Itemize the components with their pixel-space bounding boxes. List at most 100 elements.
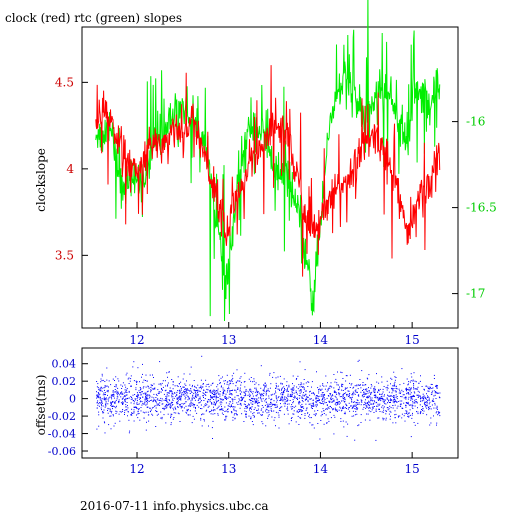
- offset-point: [118, 413, 120, 415]
- offset-point: [128, 383, 130, 384]
- offset-point: [424, 402, 426, 404]
- offset-point: [152, 406, 154, 408]
- offset-point: [216, 396, 218, 398]
- offset-point: [327, 388, 329, 390]
- bottom-y-tick-label: -0.02: [48, 410, 76, 423]
- offset-point: [273, 372, 275, 374]
- offset-point: [227, 405, 229, 407]
- offset-point: [313, 413, 315, 415]
- offset-point: [393, 401, 395, 403]
- offset-point: [363, 395, 365, 397]
- offset-point: [173, 397, 175, 399]
- offset-point: [177, 406, 179, 407]
- offset-point: [353, 401, 354, 403]
- offset-point: [293, 401, 294, 403]
- offset-point: [379, 397, 381, 399]
- offset-point: [305, 393, 307, 395]
- offset-point: [146, 421, 147, 423]
- offset-point: [411, 376, 413, 378]
- offset-point: [333, 408, 335, 410]
- offset-point: [239, 393, 241, 395]
- offset-point: [148, 414, 150, 416]
- offset-point: [300, 391, 302, 393]
- offset-point: [426, 385, 428, 387]
- offset-point: [229, 381, 231, 383]
- offset-point: [362, 382, 364, 383]
- offset-point: [326, 397, 328, 399]
- offset-point: [122, 401, 124, 403]
- offset-point: [396, 401, 398, 403]
- offset-point: [414, 405, 416, 407]
- offset-point: [117, 387, 119, 389]
- offset-point: [251, 408, 252, 410]
- offset-point: [416, 402, 418, 404]
- offset-point: [418, 394, 420, 396]
- offset-point: [409, 393, 411, 395]
- offset-point: [300, 390, 302, 392]
- offset-point: [413, 388, 415, 390]
- offset-point: [214, 393, 216, 395]
- offset-point: [260, 395, 262, 397]
- offset-point: [227, 408, 229, 410]
- offset-point: [131, 413, 132, 415]
- offset-point: [344, 401, 346, 403]
- offset-point: [373, 400, 375, 402]
- offset-point: [358, 402, 360, 404]
- offset-point: [231, 390, 233, 391]
- offset-point: [423, 389, 425, 391]
- offset-point: [101, 387, 103, 389]
- offset-point: [356, 384, 358, 386]
- offset-point: [407, 388, 409, 390]
- offset-point: [111, 398, 113, 400]
- offset-point: [160, 397, 162, 399]
- offset-point: [239, 407, 241, 409]
- offset-point: [356, 391, 358, 393]
- offset-point: [288, 390, 289, 392]
- offset-point: [176, 391, 178, 393]
- offset-point: [390, 395, 392, 397]
- offset-point: [257, 402, 259, 404]
- offset-point: [292, 390, 294, 391]
- offset-point: [277, 388, 279, 390]
- offset-point: [225, 393, 227, 395]
- offset-point: [117, 378, 119, 380]
- offset-point: [191, 422, 193, 424]
- offset-point: [177, 407, 179, 408]
- offset-point: [150, 390, 152, 392]
- offset-point: [395, 413, 397, 415]
- offset-point: [419, 413, 421, 415]
- offset-point: [347, 408, 349, 410]
- offset-point: [232, 389, 234, 391]
- offset-point: [410, 388, 412, 390]
- offset-point: [252, 403, 254, 405]
- offset-point: [155, 407, 157, 409]
- offset-point: [388, 399, 390, 401]
- offset-point: [225, 415, 227, 417]
- offset-point: [230, 404, 232, 406]
- offset-point: [169, 400, 171, 402]
- offset-point: [368, 406, 370, 408]
- offset-point: [322, 392, 324, 393]
- offset-point: [190, 405, 192, 407]
- offset-point: [385, 419, 387, 421]
- offset-point: [187, 405, 189, 407]
- offset-point: [272, 376, 274, 378]
- offset-point: [139, 387, 141, 388]
- offset-point: [306, 398, 307, 400]
- offset-point: [280, 398, 281, 400]
- offset-point: [364, 394, 366, 395]
- offset-point: [130, 398, 132, 400]
- offset-point: [174, 392, 176, 394]
- offset-point: [167, 404, 168, 406]
- offset-point: [428, 406, 429, 408]
- offset-point: [155, 426, 157, 427]
- offset-point: [435, 407, 437, 409]
- offset-point: [416, 411, 417, 413]
- offset-point: [382, 411, 384, 413]
- offset-point: [131, 397, 133, 398]
- bottom-plot-frame: [81, 347, 459, 459]
- offset-point: [412, 400, 414, 402]
- offset-point: [378, 382, 380, 384]
- offset-point: [260, 397, 262, 399]
- offset-point: [193, 389, 195, 391]
